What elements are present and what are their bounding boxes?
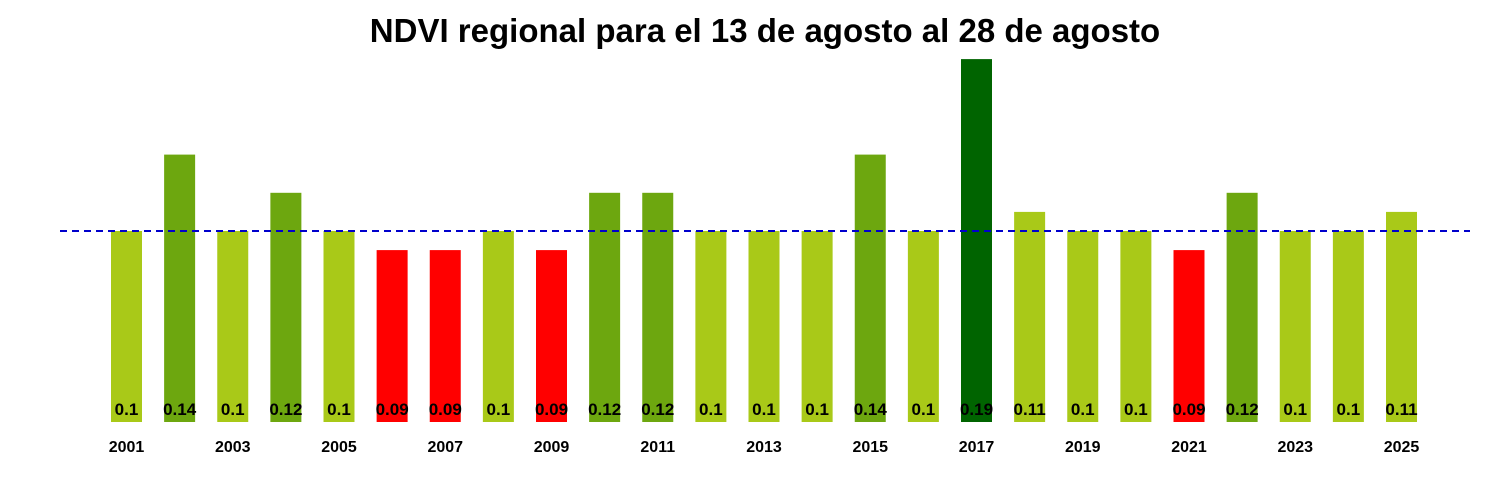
- x-tick-label: 2007: [427, 439, 463, 456]
- x-tick-label: 2013: [746, 439, 782, 456]
- x-tick-label: 2021: [1171, 439, 1207, 456]
- data-label: 0.14: [163, 400, 197, 419]
- bar-2018: [1014, 211, 1046, 422]
- bar-2006: [376, 250, 408, 422]
- data-label: 0.09: [535, 400, 568, 419]
- bar-2014: [801, 231, 833, 422]
- data-label: 0.09: [429, 400, 462, 419]
- data-label: 0.1: [487, 400, 511, 419]
- data-label: 0.1: [327, 400, 351, 419]
- bar-2019: [1067, 231, 1099, 422]
- data-label: 0.1: [1071, 400, 1095, 419]
- data-label: 0.1: [805, 400, 829, 419]
- bar-2012: [695, 231, 727, 422]
- bar-2021: [1173, 250, 1205, 422]
- bar-2009: [536, 250, 567, 422]
- data-label: 0.1: [699, 400, 723, 419]
- data-label: 0.11: [1014, 400, 1046, 419]
- bar-2013: [748, 231, 780, 422]
- bar-2001: [111, 231, 142, 422]
- data-label: 0.1: [115, 400, 139, 419]
- bar-2017: [961, 59, 992, 422]
- chart-title: NDVI regional para el 13 de agosto al 28…: [369, 12, 1161, 49]
- data-label: 0.12: [1226, 400, 1259, 419]
- data-label: 0.12: [269, 400, 302, 419]
- data-label: 0.09: [376, 400, 409, 419]
- bar-2011: [642, 192, 674, 422]
- data-label: 0.09: [1172, 400, 1205, 419]
- data-label: 0.1: [1124, 400, 1148, 419]
- x-tick-label: 2001: [109, 439, 145, 456]
- bar-2016: [907, 231, 939, 422]
- x-tick-label: 2015: [852, 439, 888, 456]
- data-label: 0.14: [854, 400, 888, 419]
- x-tick-label: 2003: [215, 439, 251, 456]
- x-tick-label: 2025: [1384, 439, 1420, 456]
- bar-2020: [1120, 231, 1152, 422]
- x-tick-label: 2009: [534, 439, 570, 456]
- data-label: 0.1: [912, 400, 936, 419]
- x-tick-label: 2005: [321, 439, 357, 456]
- data-label: 0.1: [752, 400, 776, 419]
- bar-2005: [323, 231, 355, 422]
- bar-2004: [270, 192, 302, 422]
- bar-2002: [164, 154, 196, 422]
- x-tick-label: 2023: [1277, 439, 1313, 456]
- bar-2010: [589, 192, 621, 422]
- bar-2007: [429, 250, 461, 422]
- bar-2015: [854, 154, 886, 422]
- x-tick-label: 2017: [959, 439, 995, 456]
- data-label: 0.12: [588, 400, 621, 419]
- bar-2023: [1279, 231, 1311, 422]
- data-label: 0.19: [960, 400, 993, 419]
- data-label: 0.1: [1283, 400, 1307, 419]
- bar-2003: [217, 231, 249, 422]
- bar-2022: [1226, 192, 1258, 422]
- data-label: 0.1: [1337, 400, 1361, 419]
- x-tick-label: 2019: [1065, 439, 1101, 456]
- bar-2008: [482, 231, 514, 422]
- x-tick-label: 2011: [640, 439, 675, 456]
- data-label: 0.1: [221, 400, 245, 419]
- data-label: 0.12: [641, 400, 674, 419]
- bar-2025: [1386, 211, 1417, 422]
- data-label: 0.11: [1385, 400, 1417, 419]
- bar-2024: [1332, 231, 1364, 422]
